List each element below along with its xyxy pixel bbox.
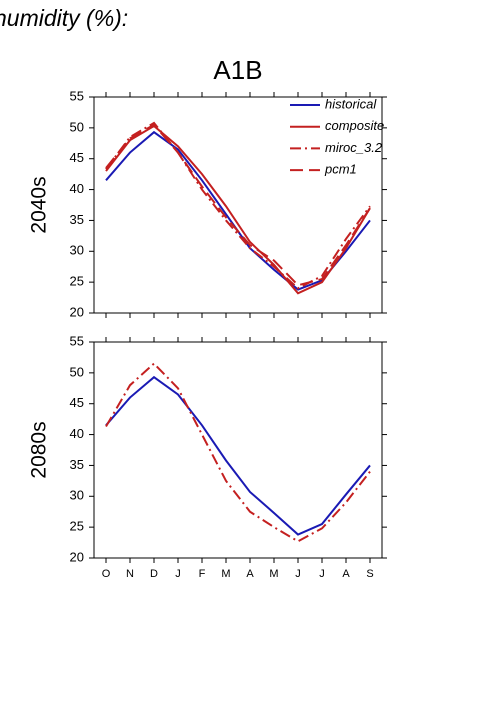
- x-tick-label: A: [246, 568, 254, 580]
- plot-frame: [93, 341, 383, 559]
- x-tick-label: J: [295, 568, 301, 580]
- y-tick-label: 30: [70, 488, 84, 503]
- x-tick-label: D: [150, 568, 158, 580]
- y-tick-label: 30: [70, 243, 84, 258]
- plot-frame: [93, 96, 383, 314]
- y-tick-label: 20: [70, 304, 84, 319]
- y-axis-label: 2080s: [28, 421, 51, 478]
- legend-label: pcm1: [324, 162, 357, 177]
- x-tick-label: S: [366, 568, 373, 580]
- x-tick-label: O: [102, 568, 111, 580]
- y-tick-label: 50: [70, 364, 84, 379]
- series-line: [105, 375, 371, 536]
- scenario-title: A1B: [213, 55, 262, 85]
- x-tick-label: M: [221, 568, 230, 580]
- y-tick-label: 35: [70, 212, 84, 227]
- y-tick-label: 35: [70, 457, 84, 472]
- legend-label: historical: [325, 96, 377, 111]
- y-tick-label: 55: [70, 88, 84, 103]
- y-tick-label: 40: [70, 426, 84, 441]
- y-tick-label: 25: [70, 274, 84, 289]
- x-tick-label: J: [319, 568, 325, 580]
- y-tick-label: 25: [70, 519, 84, 534]
- series-line: [105, 123, 371, 287]
- y-tick-label: 50: [70, 119, 84, 134]
- x-tick-label: M: [269, 568, 278, 580]
- y-tick-label: 55: [70, 333, 84, 348]
- series-line: [105, 362, 371, 543]
- x-tick-label: N: [126, 568, 134, 580]
- x-tick-label: J: [175, 568, 181, 580]
- x-tick-label: A: [342, 568, 350, 580]
- page-title: humidity (%):: [0, 5, 128, 31]
- series-line: [105, 121, 371, 290]
- y-tick-label: 20: [70, 549, 84, 564]
- y-tick-label: 45: [70, 150, 84, 165]
- y-tick-label: 45: [70, 395, 84, 410]
- y-tick-label: 40: [70, 181, 84, 196]
- x-tick-label: F: [199, 568, 206, 580]
- y-axis-label: 2040s: [28, 176, 51, 233]
- legend-label: miroc_3.2: [325, 140, 383, 155]
- series-line: [105, 124, 371, 295]
- legend-label: composite: [325, 118, 384, 133]
